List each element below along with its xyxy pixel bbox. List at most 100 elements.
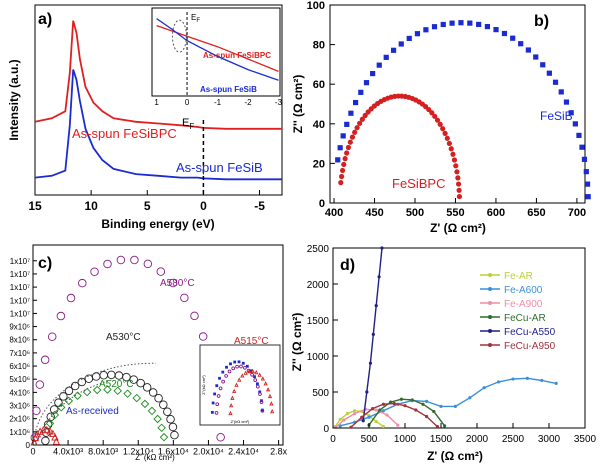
legend-b-fesibpc: FeSiBPC xyxy=(392,176,445,191)
b-point-FeSiB xyxy=(552,79,559,85)
d-legend-marker xyxy=(488,273,492,277)
c-ytick-label: 5x10⁶ xyxy=(9,375,30,384)
d-point-FeCu-AR xyxy=(389,400,393,404)
c-ytick-label: 9x10⁶ xyxy=(9,323,30,332)
c-point-0 xyxy=(90,267,99,276)
b-point-FeSiBPC xyxy=(357,120,363,126)
b-xtick-label: 400 xyxy=(325,207,343,219)
inset-c-point-1 xyxy=(250,372,254,377)
c-point-0 xyxy=(66,293,76,303)
b-xtick-label: 450 xyxy=(365,207,383,219)
c-point-0 xyxy=(190,311,199,321)
c-ytick-label: 1x10⁷ xyxy=(10,270,30,279)
b-point-FeSiBPC xyxy=(455,181,462,187)
a-xtick-label: 0 xyxy=(200,199,207,213)
inset-a-legend-fesibpc: As-spun FeSiBPC xyxy=(203,51,271,60)
panel-d-tag: d) xyxy=(340,257,355,274)
b-point-FeSiB xyxy=(533,54,539,60)
d-point-FeCu-AR xyxy=(443,424,447,428)
inset-c-point-2 xyxy=(270,408,275,414)
c-point-1 xyxy=(148,388,158,397)
b-point-FeSiB xyxy=(584,181,591,187)
c-point-2 xyxy=(56,403,66,412)
inset-a-series-0 xyxy=(156,24,279,73)
b-xtick-label: 700 xyxy=(568,207,586,219)
c-point-2 xyxy=(103,385,112,394)
inset-c-point-0 xyxy=(210,410,214,414)
inset-c-point-2 xyxy=(247,368,252,374)
inset-c-point-2 xyxy=(263,381,268,386)
c-point-2 xyxy=(50,410,60,420)
panel-c-frame xyxy=(32,244,284,446)
c-point-2 xyxy=(92,385,102,395)
d-point-Fe-A600 xyxy=(367,415,371,419)
d-point-Fe-A600 xyxy=(511,377,515,381)
legend-c-a515: A515°C xyxy=(234,336,269,347)
panel-d-xlabel: Z' (Ω cm²) xyxy=(427,449,483,463)
inset-c-point-0 xyxy=(260,408,264,412)
b-point-FeSiB xyxy=(572,121,578,127)
d-xtick-label: 2500 xyxy=(502,434,525,445)
d-legend-label: FeCu-A950 xyxy=(504,341,556,352)
inset-a-highlight-ellipse xyxy=(171,19,187,53)
b-point-FeSiBPC xyxy=(338,173,345,180)
a-xtick-label: 15 xyxy=(28,199,42,213)
c-point-1 xyxy=(122,372,131,382)
d-point-Fe-A600 xyxy=(482,386,486,390)
d-point-FeCu-A950 xyxy=(435,424,439,429)
inset-c-point-0 xyxy=(221,370,225,374)
panel-a-ylabel: Intensity (a.u.) xyxy=(7,59,21,140)
c-point-1 xyxy=(107,370,116,380)
b-ytick-label: 80 xyxy=(313,40,325,52)
b-point-FeSiB xyxy=(583,169,589,175)
d-point-Fe-A600 xyxy=(381,409,385,413)
c-point-1 xyxy=(41,436,50,446)
inset-c-point-2 xyxy=(257,372,262,377)
b-point-FeSiBPC xyxy=(341,161,347,168)
b-point-FeSiB xyxy=(493,27,499,33)
b-point-FeSiBPC xyxy=(344,150,350,156)
c-point-2 xyxy=(64,396,74,406)
inset-c-point-1 xyxy=(218,386,223,391)
d-point-Fe-A900 xyxy=(396,423,400,427)
panel-b-frame xyxy=(329,4,586,204)
c-point-1 xyxy=(129,375,138,384)
inset-c-point-0 xyxy=(241,361,245,365)
inset-c-point-1 xyxy=(253,378,258,382)
b-xtick-label: 650 xyxy=(527,207,545,219)
b-xtick-label: 550 xyxy=(446,207,464,219)
inset-c-point-0 xyxy=(225,365,228,369)
d-point-FeCu-A550 xyxy=(374,304,378,308)
b-point-FeSiBPC xyxy=(354,125,360,131)
legend-c-a530: A530°C xyxy=(106,332,141,343)
b-ytick-label: 0 xyxy=(319,198,325,210)
d-point-Fe-A600 xyxy=(453,404,457,408)
b-point-FeSiBPC xyxy=(345,144,352,151)
c-point-0 xyxy=(103,259,112,269)
d-point-FeCu-A550 xyxy=(377,275,381,279)
b-point-FeSiBPC xyxy=(349,134,356,140)
d-point-FeCu-A550 xyxy=(380,246,384,250)
panel-d-frame xyxy=(332,247,586,429)
d-legend-marker xyxy=(488,315,492,319)
b-point-FeSiB xyxy=(518,41,524,47)
c-point-2 xyxy=(113,386,122,396)
c-point-1 xyxy=(64,386,74,396)
d-point-FeCu-A950 xyxy=(360,415,364,419)
inset-a-xtick-label: 1 xyxy=(154,98,159,107)
a-xtick-label: 10 xyxy=(84,199,98,213)
b-point-FeSiB xyxy=(546,70,552,76)
inset-a-series-1 xyxy=(156,18,279,81)
d-point-FeCu-AR xyxy=(378,408,382,412)
b-point-FeSiBPC xyxy=(456,193,463,200)
b-point-FeSiB xyxy=(484,23,491,30)
c-point-1 xyxy=(77,377,87,387)
b-ytick-label: 60 xyxy=(313,79,325,91)
inset-c-point-0 xyxy=(245,364,249,368)
c-point-a515 xyxy=(52,437,61,445)
c-point-0 xyxy=(47,332,57,342)
b-ytick-label: 40 xyxy=(313,119,325,131)
inset-c-point-2 xyxy=(250,368,255,374)
c-xtick-label: 1.2x10⁴ xyxy=(123,446,154,456)
inset-c-point-2 xyxy=(265,387,271,392)
